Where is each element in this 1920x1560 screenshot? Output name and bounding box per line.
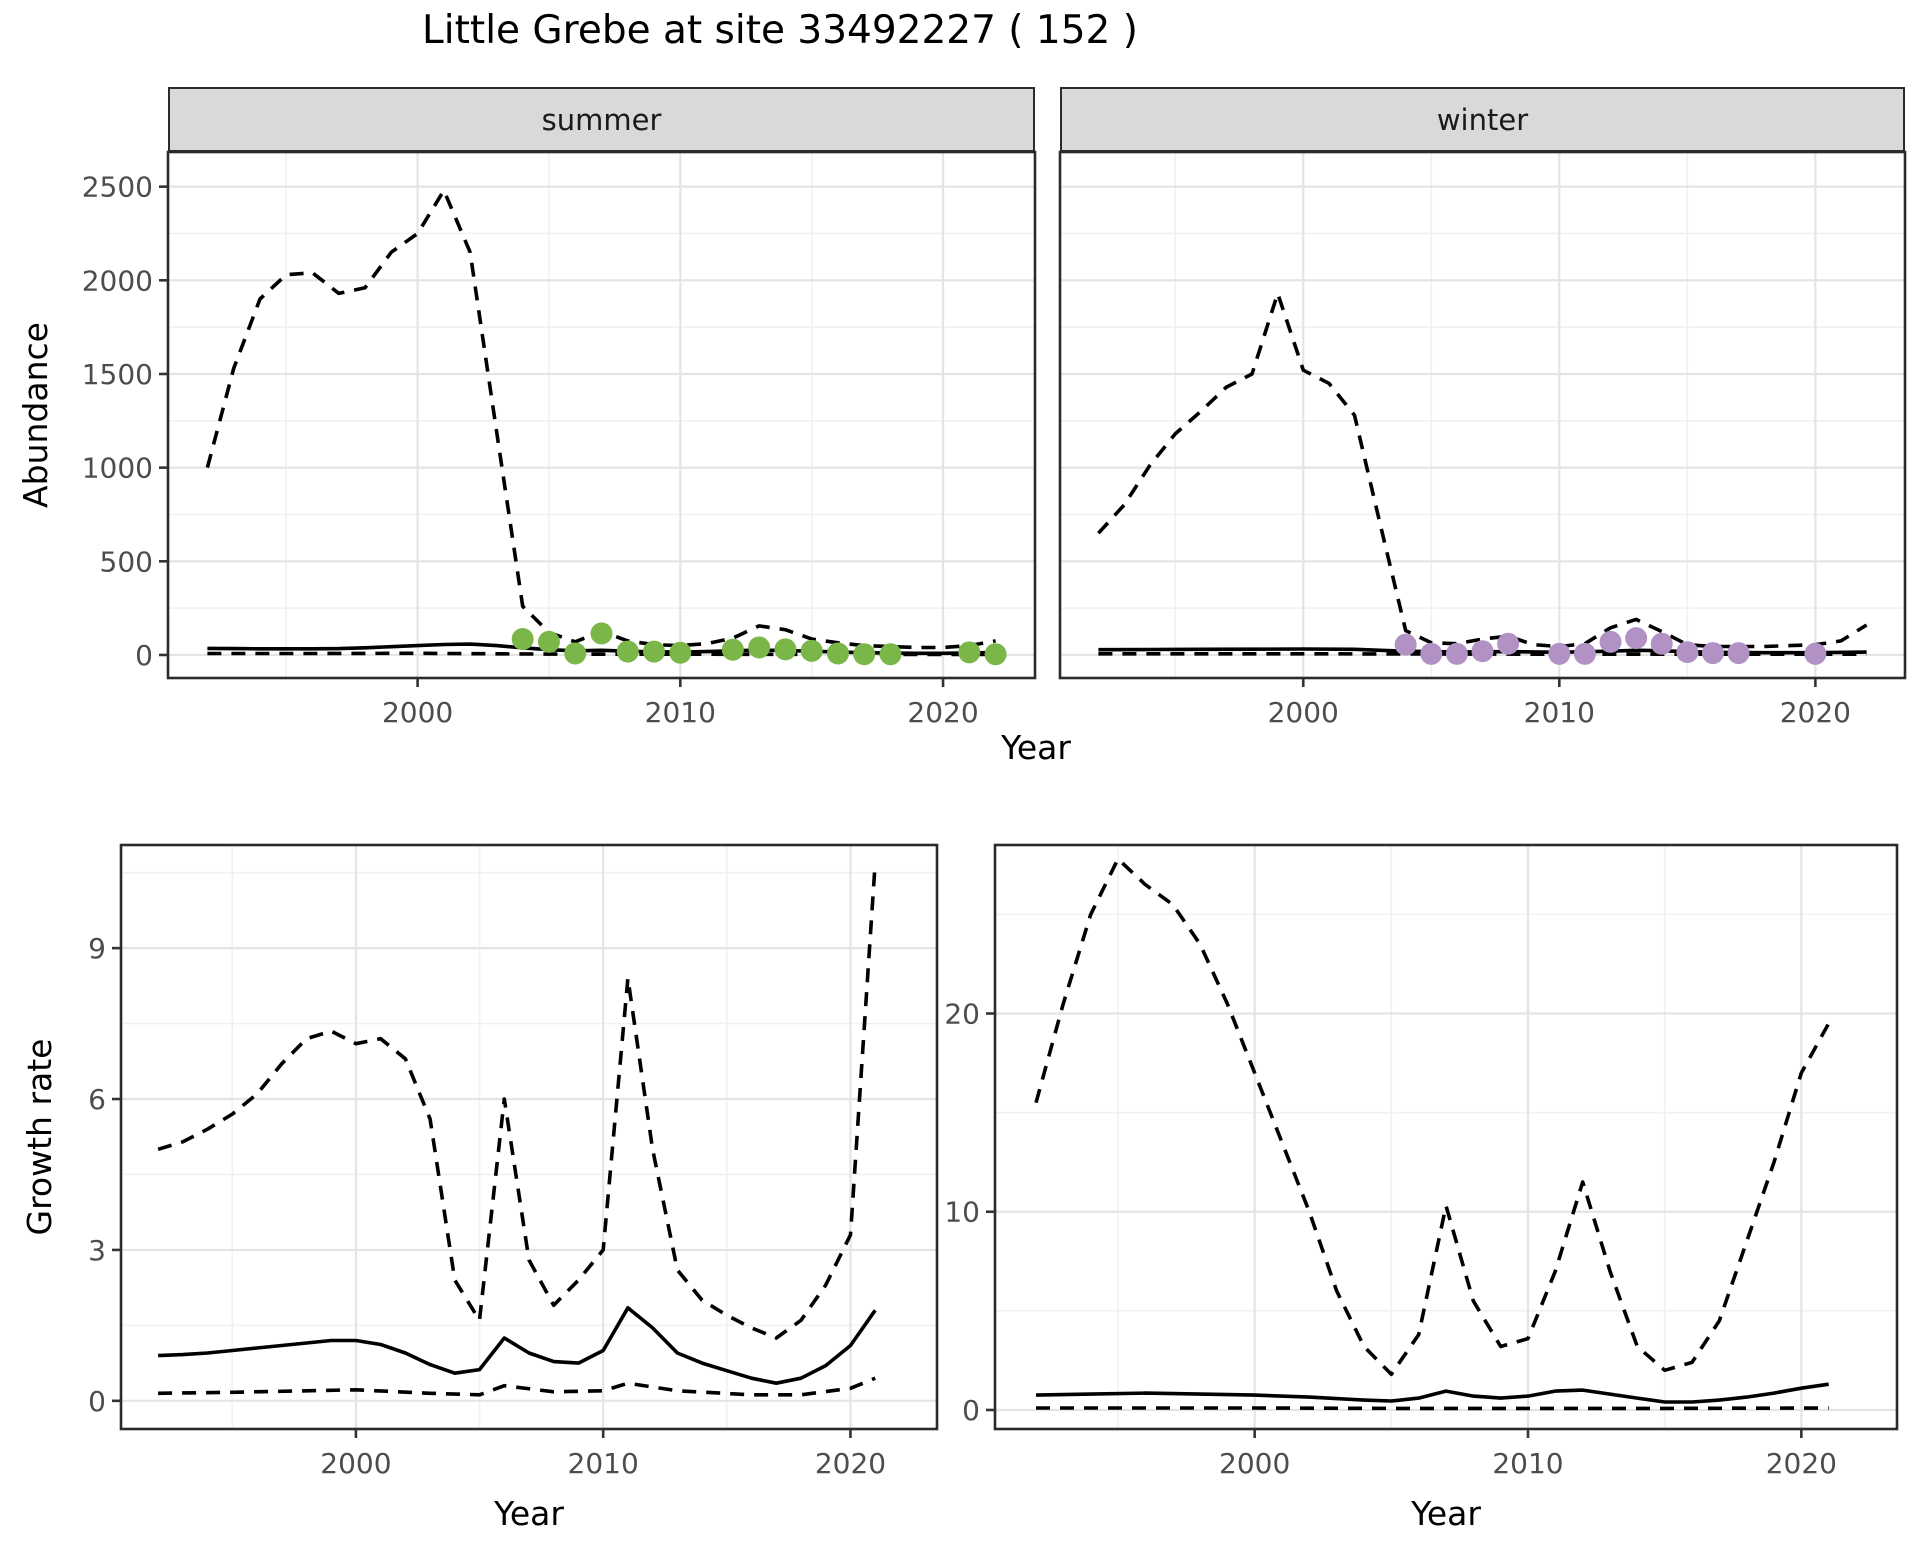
x-tick-label: 2010 bbox=[1492, 1447, 1563, 1480]
panel-abundance_winter: 2000 2010 2020 bbox=[1058, 150, 1907, 729]
data-point bbox=[1548, 642, 1571, 665]
data-point bbox=[958, 641, 981, 664]
y-tick-label: 0 bbox=[88, 1385, 106, 1418]
y-tick-label: 10 bbox=[944, 1196, 980, 1229]
panel-abundance_summer: 2000 2010 2020 0 500 1000 1500 2000 2500 bbox=[82, 150, 1037, 729]
y-tick-label: 20 bbox=[944, 997, 980, 1030]
x-tick-label: 2010 bbox=[568, 1447, 639, 1480]
y-tick-label: 0 bbox=[135, 639, 153, 672]
data-point bbox=[879, 643, 902, 666]
x-tick-label: 2020 bbox=[1780, 696, 1851, 729]
x-axis-title-growth: Year bbox=[494, 1494, 564, 1533]
x-tick-label: 2010 bbox=[645, 696, 716, 729]
x-tick-label: 2000 bbox=[382, 696, 453, 729]
fitted-line-ws_ratio bbox=[1035, 1382, 1829, 1404]
panel-border bbox=[1058, 150, 1907, 680]
upper_95ci-line-growth_rate bbox=[157, 862, 877, 1340]
data-point bbox=[984, 643, 1007, 666]
data-point bbox=[590, 622, 613, 645]
y-tick-label: 1000 bbox=[82, 452, 153, 485]
y-tick-label: 1500 bbox=[82, 358, 153, 391]
data-point bbox=[721, 638, 744, 661]
facet-strip-summer: summer bbox=[168, 87, 1035, 152]
y-tick-label: 2000 bbox=[82, 264, 153, 297]
fitted-line-growth_rate bbox=[158, 1306, 877, 1385]
y-tick-label: 0 bbox=[962, 1394, 980, 1427]
data-point bbox=[1625, 627, 1648, 650]
data-point bbox=[800, 639, 823, 662]
lower_95ci-line-growth_rate bbox=[158, 1376, 876, 1397]
data-point bbox=[748, 636, 771, 659]
y-tick-label: 6 bbox=[88, 1083, 106, 1116]
x-tick-label: 2020 bbox=[815, 1447, 886, 1480]
panel-growth_rate: 2000 2010 2020 0 3 6 9 bbox=[88, 843, 939, 1480]
upper_95ci-line-ws_ratio bbox=[1034, 857, 1831, 1377]
x-axis-title-ws: Year bbox=[1411, 1494, 1481, 1533]
facet-strip-summer-label: summer bbox=[541, 102, 662, 137]
data-point bbox=[537, 630, 560, 653]
data-point bbox=[1676, 641, 1699, 664]
data-point bbox=[616, 640, 639, 663]
data-point bbox=[669, 641, 692, 664]
data-point bbox=[1599, 630, 1622, 653]
data-point bbox=[1497, 632, 1520, 655]
data-point bbox=[1420, 642, 1443, 665]
figure-title: Little Grebe at site 33492227 ( 152 ) bbox=[422, 8, 1138, 53]
panel-ws_ratio: 2000 2010 2020 0 10 20 bbox=[944, 843, 1899, 1480]
data-point bbox=[1471, 640, 1494, 663]
data-point bbox=[643, 640, 666, 663]
data-point bbox=[1701, 642, 1724, 665]
observed-points-abundance_summer bbox=[511, 622, 1007, 666]
data-point bbox=[774, 638, 797, 661]
y-tick-label: 9 bbox=[88, 932, 106, 965]
x-tick-label: 2010 bbox=[1524, 696, 1595, 729]
facet-strip-winter: winter bbox=[1060, 87, 1905, 152]
x-tick-label: 2020 bbox=[1766, 1447, 1837, 1480]
x-tick-label: 2000 bbox=[1219, 1447, 1290, 1480]
x-tick-label: 2000 bbox=[1268, 696, 1339, 729]
y-tick-label: 3 bbox=[88, 1234, 106, 1267]
facet-strip-winter-label: winter bbox=[1436, 102, 1529, 137]
panel-border bbox=[166, 150, 1037, 680]
data-point bbox=[1804, 642, 1827, 665]
x-tick-label: 2000 bbox=[320, 1447, 391, 1480]
data-point bbox=[1573, 642, 1596, 665]
y-tick-label: 500 bbox=[100, 545, 153, 578]
observed-points-abundance_winter bbox=[1394, 627, 1827, 665]
panel-border bbox=[993, 843, 1899, 1431]
y-tick-label: 2500 bbox=[82, 171, 153, 204]
data-point bbox=[1650, 632, 1673, 655]
panel-border bbox=[119, 843, 939, 1431]
data-point bbox=[826, 642, 849, 665]
upper_95ci-line-abundance_winter bbox=[1097, 291, 1868, 649]
data-point bbox=[1445, 642, 1468, 665]
x-axis-title-top: Year bbox=[1001, 728, 1071, 767]
data-point bbox=[1394, 633, 1417, 656]
x-tick-label: 2020 bbox=[907, 696, 978, 729]
data-point bbox=[511, 628, 534, 651]
data-point bbox=[1727, 642, 1750, 665]
data-point bbox=[853, 643, 876, 666]
data-point bbox=[564, 642, 587, 665]
